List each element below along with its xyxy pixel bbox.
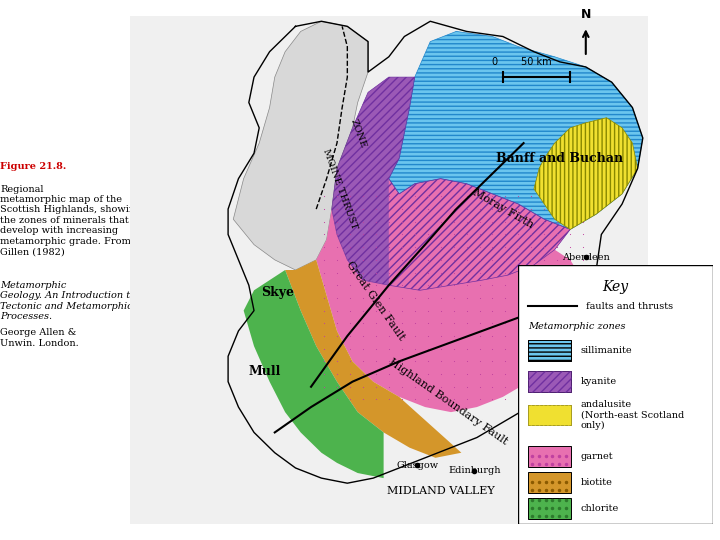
Text: chlorite: chlorite — [580, 504, 619, 513]
Text: faults and thrusts: faults and thrusts — [586, 301, 674, 310]
Text: Metamorphic
Geology. An Introduction to
Tectonic and Metamorphic
Processes.: Metamorphic Geology. An Introduction to … — [0, 281, 136, 321]
Text: Key: Key — [603, 280, 629, 294]
Text: ZONE: ZONE — [348, 117, 367, 148]
Text: kyanite: kyanite — [580, 377, 617, 386]
Text: 50 km: 50 km — [521, 57, 552, 67]
Bar — [528, 340, 571, 361]
Polygon shape — [233, 21, 368, 270]
Text: Skye: Skye — [261, 286, 294, 299]
Polygon shape — [534, 118, 638, 230]
Text: biotite: biotite — [580, 478, 613, 487]
Text: N: N — [580, 8, 591, 21]
Text: MOINE THRUST: MOINE THRUST — [321, 147, 359, 230]
Text: George Allen &
Unwin. London.: George Allen & Unwin. London. — [0, 328, 78, 348]
Polygon shape — [130, 16, 648, 524]
Text: Banff and Buchan: Banff and Buchan — [496, 152, 624, 165]
Text: Aberdeen: Aberdeen — [562, 253, 610, 262]
Text: sillimanite: sillimanite — [580, 346, 632, 355]
Bar — [528, 446, 571, 467]
Text: MIDLAND VALLEY: MIDLAND VALLEY — [387, 486, 495, 496]
Bar — [528, 472, 571, 492]
Text: Mull: Mull — [248, 365, 281, 378]
Polygon shape — [389, 31, 643, 230]
Bar — [528, 340, 571, 361]
Text: 0: 0 — [492, 57, 498, 67]
Bar — [528, 371, 571, 392]
FancyBboxPatch shape — [518, 265, 713, 524]
Text: Great Glen Fault: Great Glen Fault — [345, 259, 407, 342]
Text: Moray Firth: Moray Firth — [471, 188, 535, 231]
Text: Glasgow: Glasgow — [396, 461, 438, 470]
Polygon shape — [243, 270, 384, 478]
Text: Figure 21.8.: Figure 21.8. — [0, 162, 66, 171]
Text: Regional
metamorphic map of the
Scottish Highlands, showing
the zones of mineral: Regional metamorphic map of the Scottish… — [0, 185, 141, 256]
Bar — [528, 404, 571, 426]
Text: garnet: garnet — [580, 452, 613, 461]
Polygon shape — [311, 179, 586, 412]
Text: andalusite
(North-east Scotland
only): andalusite (North-east Scotland only) — [580, 400, 684, 430]
Bar — [528, 498, 571, 518]
Text: Metamorphic zones: Metamorphic zones — [528, 322, 626, 332]
Text: Edinburgh: Edinburgh — [448, 466, 500, 475]
Polygon shape — [332, 77, 570, 291]
Polygon shape — [285, 260, 462, 458]
Bar — [528, 371, 571, 392]
Text: Highland Boundary Fault: Highland Boundary Fault — [387, 357, 510, 447]
Bar — [528, 404, 571, 426]
